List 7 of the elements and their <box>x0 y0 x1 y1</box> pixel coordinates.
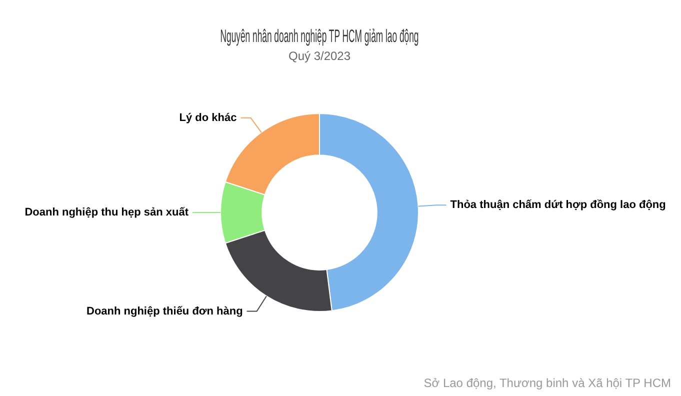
text: Sở Lao động, Thương binh và Xã hội TP HCM <box>424 376 671 390</box>
chart-subtitle: Quý 3/2023 <box>288 49 351 64</box>
slice-label: Doanh nghiệp thu hẹp sản xuất <box>24 206 189 219</box>
slice-label: Lý do khác <box>179 112 237 124</box>
chart-title: Nguyên nhân doanh nghiệp TP HCM giảm lao động <box>220 25 419 46</box>
slice-label: Thỏa thuận chấm dứt hợp đồng lao động <box>450 199 666 212</box>
slice-label: Doanh nghiệp thiếu đơn hàng <box>86 305 243 318</box>
